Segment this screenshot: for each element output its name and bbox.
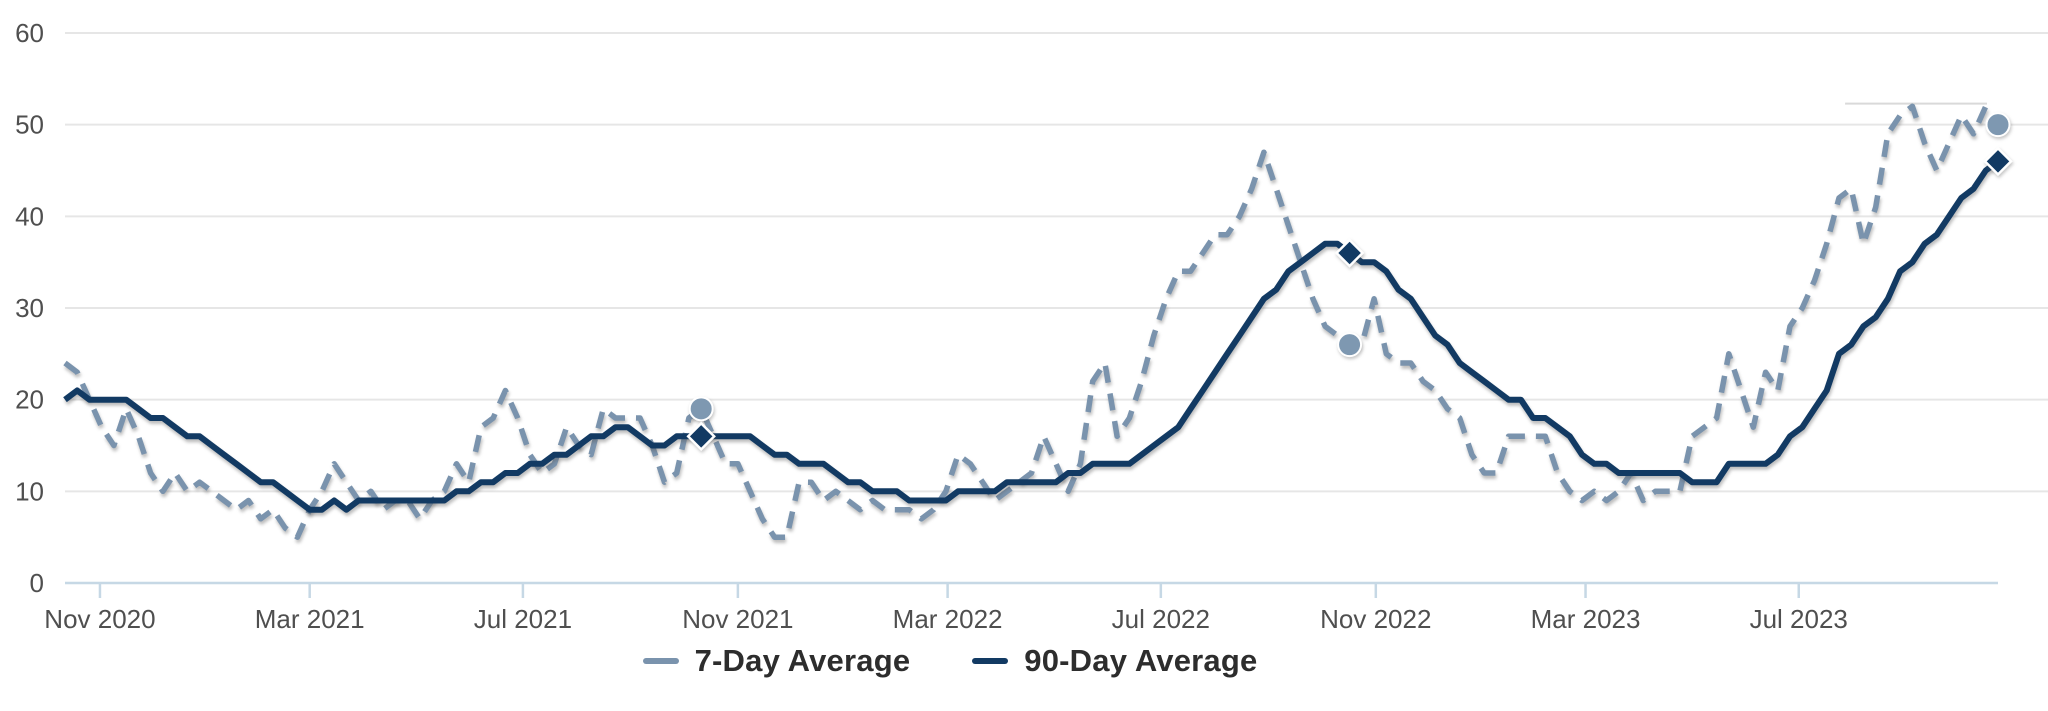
trend-line-chart: 0 10 20 30 40 50 60 Nov 2020 Mar 2021 Jul 2021 Nov… [15,18,2048,630]
x-axis-label-nov-2021: Nov 2021 [682,604,793,630]
x-axis-label-nov-2022: Nov 2022 [1320,604,1431,630]
x-axis-label-jul-2023: Jul 2023 [1750,604,1848,630]
y-axis-label-30: 30 [15,293,44,323]
y-axis-label-40: 40 [15,201,44,231]
y-axis-label-60: 60 [15,18,44,48]
legend-label-90-day-average: 90-Day Average [1024,643,1258,678]
y-axis-label-20: 20 [15,385,44,415]
x-axis-label-mar-2023: Mar 2023 [1531,604,1641,630]
y-axis-label-50: 50 [15,110,44,140]
series-line-7-day-average [63,103,2001,540]
marker-diamond-week-105 [1334,238,1365,268]
marker-circle-week-52 [688,396,714,422]
legend-swatch-90-day-average [972,658,1009,664]
x-axis-label-nov-2020: Nov 2020 [44,604,155,630]
x-axis-label-mar-2022: Mar 2022 [893,604,1003,630]
legend-label-7-day-average: 7-Day Average [694,643,911,678]
x-axis-label-jul-2022: Jul 2022 [1112,604,1210,630]
marker-circle-week-158 [1985,112,2011,138]
y-axis-label-0: 0 [30,568,44,598]
series-line-90-day-average [63,158,2000,513]
chart-legend: 7-Day Average 90-Day Average [0,632,1900,690]
marker-diamond-week-158 [1983,146,2013,177]
legend-item-90-day-average[interactable]: 90-Day Average [972,643,1257,679]
marker-diamond-week-52 [686,421,716,452]
marker-circle-week-105 [1337,332,1363,358]
x-axis-label-jul-2021: Jul 2021 [474,604,572,630]
y-axis-label-10: 10 [15,476,44,506]
x-axis-label-mar-2021: Mar 2021 [255,604,365,630]
legend-item-7-day-average[interactable]: 7-Day Average [642,643,911,679]
legend-swatch-7-day-average [642,658,679,664]
